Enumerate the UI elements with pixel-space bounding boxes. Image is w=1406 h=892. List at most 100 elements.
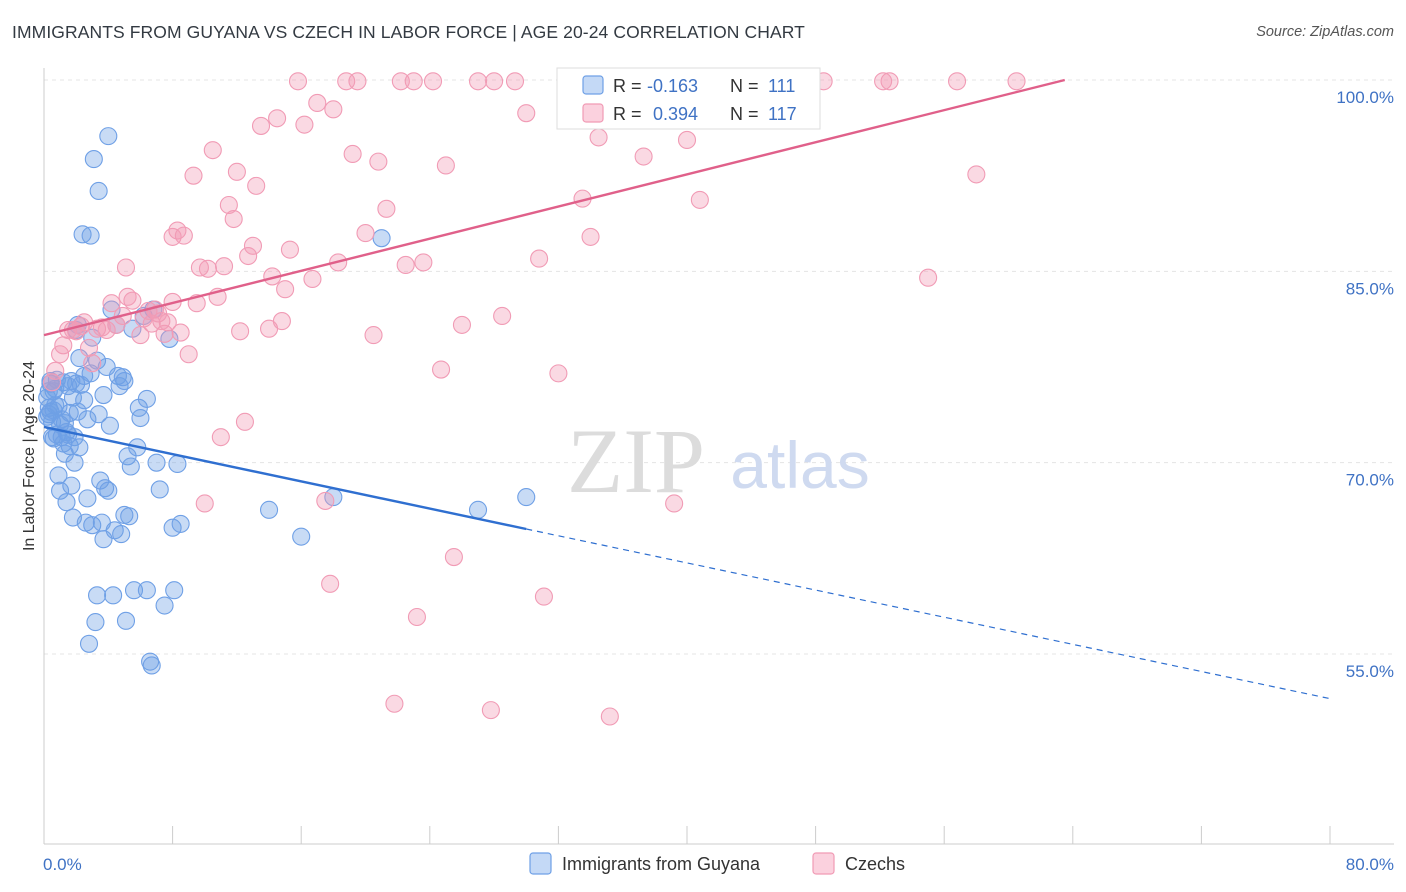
- czech-point: [295, 115, 314, 134]
- guyana-point: [44, 401, 63, 420]
- y-tick-label: 70.0%: [1346, 471, 1394, 490]
- stats-swatch-czech: [582, 103, 604, 123]
- guyana-point: [292, 527, 311, 546]
- guyana-point: [131, 408, 150, 428]
- chart-source: Source: ZipAtlas.com: [1256, 24, 1394, 40]
- czech-point: [404, 72, 423, 91]
- guyana-point: [120, 507, 139, 526]
- stats-swatch-guyana: [582, 75, 604, 95]
- czech-point: [155, 324, 174, 343]
- czech-point: [190, 258, 209, 277]
- guyana-point: [75, 391, 94, 410]
- czech-point: [505, 72, 525, 91]
- guyana-point: [259, 500, 279, 519]
- czech-point: [414, 253, 433, 272]
- guyana-point: [104, 586, 123, 605]
- czech-point: [589, 128, 608, 147]
- guyana-point: [124, 581, 144, 600]
- guyana-point: [68, 402, 87, 421]
- czech-point: [690, 190, 709, 209]
- axes: [43, 68, 1394, 845]
- czech-point: [369, 152, 388, 171]
- czech-point: [308, 93, 327, 113]
- y-axis-title: In Labor Force | Age 20-24: [21, 361, 38, 551]
- stats-n-value-guyana: 111: [768, 76, 795, 96]
- czech-point: [116, 258, 136, 277]
- czech-point: [874, 72, 893, 91]
- legend-swatch-guyana[interactable]: [529, 852, 552, 875]
- stats-legend: R = -0.163 N = 111 R = 0.394 N = 117: [556, 67, 821, 130]
- guyana-point: [49, 466, 68, 485]
- guyana-point: [517, 488, 536, 507]
- x-ticks: [43, 826, 1331, 844]
- czech-point: [432, 360, 451, 379]
- czech-point: [203, 141, 222, 160]
- y-tick-label: 100.0%: [1336, 88, 1394, 107]
- guyana-point: [96, 479, 115, 498]
- guyana-point: [100, 416, 119, 435]
- legend-swatch-czech[interactable]: [812, 852, 835, 875]
- x-tick-label-min: 0.0%: [43, 855, 82, 874]
- guyana-point: [94, 386, 113, 405]
- guyana-point: [89, 181, 108, 201]
- czech-point: [219, 195, 238, 215]
- czech-point: [948, 72, 967, 91]
- czech-point: [280, 240, 299, 259]
- czech-point: [493, 306, 512, 326]
- guyana-point: [147, 453, 166, 472]
- guyana-point: [155, 596, 174, 615]
- czech-point: [634, 147, 653, 166]
- czech-point: [224, 209, 243, 229]
- czech-point: [396, 255, 415, 275]
- guyana-point: [57, 493, 76, 512]
- guyana-point: [116, 611, 136, 630]
- czech-point: [123, 291, 142, 310]
- czech-point: [534, 587, 553, 606]
- stats-n-label-guyana: N =: [730, 76, 759, 96]
- czech-point: [485, 72, 504, 91]
- bottom-legend: Immigrants from Guyana Czechs: [529, 852, 905, 875]
- czech-point: [92, 318, 111, 337]
- y-tick-labels: 100.0% 85.0% 70.0% 55.0%: [1336, 88, 1394, 681]
- czech-point: [665, 494, 684, 513]
- czech-point: [919, 268, 938, 287]
- guyana-point: [79, 634, 99, 653]
- czech-point: [251, 116, 271, 135]
- guyana-point: [171, 514, 190, 533]
- czech-point: [468, 72, 488, 91]
- guyana-point: [87, 586, 107, 605]
- czech-point: [481, 701, 500, 720]
- czech-point: [549, 364, 568, 383]
- stats-r-value-czech: 0.394: [653, 104, 698, 124]
- czech-point: [880, 72, 899, 91]
- legend-label-czech[interactable]: Czechs: [845, 854, 905, 874]
- czech-point: [211, 428, 230, 447]
- legend-label-guyana[interactable]: Immigrants from Guyana: [562, 854, 761, 874]
- guyana-point: [89, 405, 108, 424]
- czech-point: [171, 323, 190, 342]
- czech-point: [321, 574, 340, 593]
- guyana-point: [137, 581, 156, 600]
- czech-point: [581, 227, 600, 246]
- czech-point: [436, 156, 455, 175]
- guyana-points: [38, 127, 536, 675]
- guyana-point: [78, 489, 97, 508]
- czech-point: [1007, 72, 1026, 91]
- czech-point: [276, 280, 295, 299]
- czech-point: [268, 109, 287, 128]
- czech-point: [348, 72, 367, 91]
- czech-point: [272, 312, 291, 331]
- czech-point: [97, 320, 116, 340]
- czech-point: [235, 412, 254, 431]
- czech-point: [677, 130, 697, 150]
- guyana-point: [62, 371, 81, 391]
- guyana-point: [468, 500, 488, 519]
- guyana-point: [99, 127, 118, 146]
- guyana-point: [70, 438, 89, 457]
- czech-point: [102, 294, 121, 313]
- czech-point: [391, 72, 410, 91]
- czech-point: [385, 694, 404, 713]
- stats-n-value-czech: 117: [768, 104, 797, 124]
- czech-point: [530, 249, 549, 268]
